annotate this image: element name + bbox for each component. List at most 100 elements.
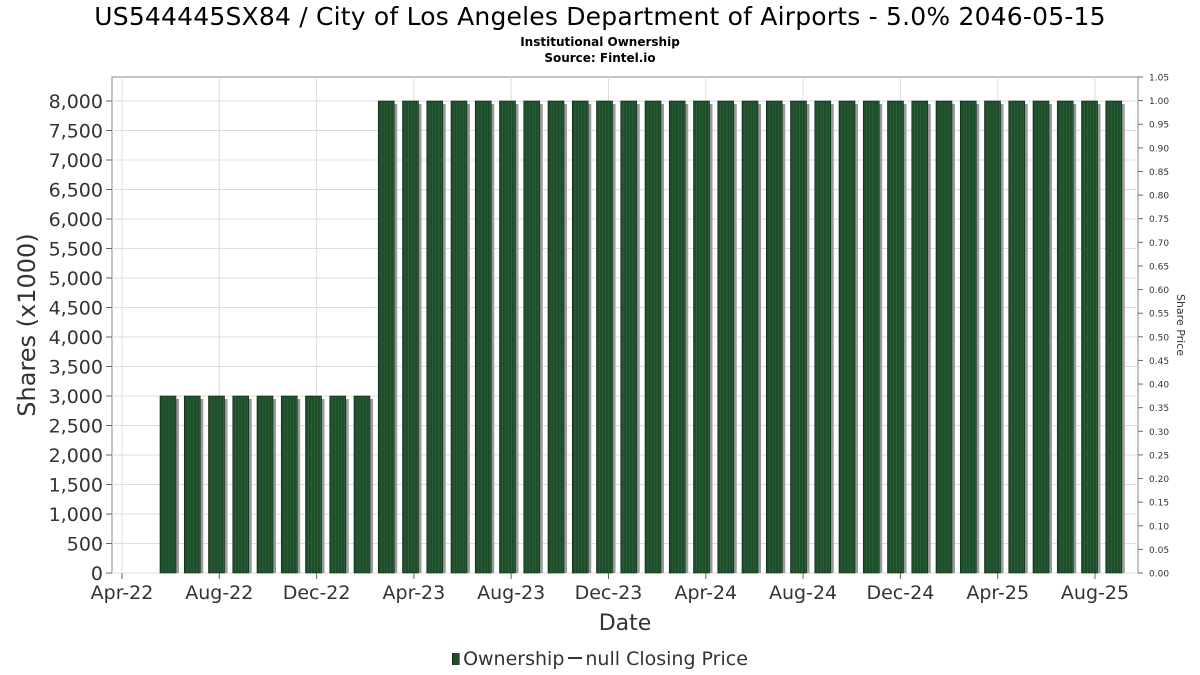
- y-tick-label: 8,000: [49, 91, 103, 113]
- y-tick-label: 1,000: [49, 504, 103, 526]
- y-tick-label: 0: [91, 563, 103, 585]
- y2-tick-label: 0.30: [1149, 428, 1169, 438]
- y-tick-label: 2,000: [49, 445, 103, 467]
- y2-tick-label: 0.35: [1149, 404, 1169, 414]
- ownership-bar: [159, 395, 177, 574]
- ownership-bar: [499, 100, 516, 574]
- ownership-bar: [959, 100, 977, 574]
- y2-tick-label: 0.20: [1149, 475, 1169, 485]
- y2-tick-label: 0.15: [1149, 499, 1169, 509]
- ownership-bar: [814, 100, 832, 574]
- y-axis-label: Shares (x1000): [13, 233, 41, 416]
- ownership-bar: [1105, 100, 1123, 574]
- y2-tick-label: 1.00: [1149, 97, 1169, 107]
- y2-tick-label: 1.05: [1149, 74, 1169, 84]
- ownership-bar: [305, 395, 322, 574]
- ownership-bar: [377, 100, 395, 574]
- y2-tick-label: 0.10: [1149, 522, 1169, 532]
- y-tick-label: 6,000: [49, 209, 103, 231]
- ownership-bar: [183, 395, 201, 574]
- y2-axis-label: Share Price: [1174, 294, 1187, 356]
- y2-tick-label: 0.60: [1149, 286, 1169, 296]
- x-tick-label: Apr-23: [383, 582, 446, 604]
- ownership-bar: [644, 100, 662, 574]
- y2-tick-label: 0.45: [1149, 357, 1169, 367]
- x-tick-label: Aug-22: [185, 582, 253, 604]
- ownership-bar: [426, 100, 444, 574]
- x-tick-label: Apr-24: [674, 582, 737, 604]
- y-tick-label: 5,500: [49, 239, 103, 261]
- ownership-bar: [693, 100, 710, 574]
- y2-tick-label: 0.55: [1149, 310, 1169, 320]
- ownership-bar: [741, 100, 759, 574]
- x-tick-label: Apr-22: [91, 582, 154, 604]
- ownership-bar: [571, 100, 589, 574]
- ownership-bar: [450, 100, 468, 574]
- y-tick-label: 5,000: [49, 268, 103, 290]
- legend-label-closing-price: null Closing Price: [585, 648, 748, 670]
- ownership-bar: [620, 100, 638, 574]
- y2-tick-label: 0.00: [1149, 570, 1169, 580]
- y-tick-label: 3,000: [49, 386, 103, 408]
- y-tick-label: 500: [67, 534, 103, 556]
- y2-tick-label: 0.40: [1149, 381, 1169, 391]
- ownership-bar: [1008, 100, 1026, 574]
- y-tick-label: 2,500: [49, 416, 103, 438]
- ownership-bar: [935, 100, 953, 574]
- chart-subtitle: Institutional Ownership: [520, 35, 680, 49]
- ownership-bar: [208, 395, 225, 574]
- x-tick-label: Aug-23: [477, 582, 545, 604]
- ownership-bar: [474, 100, 492, 574]
- y2-tick-label: 0.85: [1149, 168, 1169, 178]
- ownership-bar: [280, 395, 298, 574]
- x-tick-label: Apr-25: [966, 582, 1029, 604]
- y2-tick-label: 0.50: [1149, 333, 1169, 343]
- y2-tick-label: 0.25: [1149, 451, 1169, 461]
- ownership-bar: [547, 100, 565, 574]
- y-tick-label: 6,500: [49, 180, 103, 202]
- ownership-bar: [717, 100, 735, 574]
- ownership-bar: [1032, 100, 1050, 574]
- closing-price-legend-line: [568, 657, 583, 659]
- y-tick-label: 7,000: [49, 150, 103, 172]
- y-tick-label: 4,500: [49, 298, 103, 320]
- y-tick-label: 3,500: [49, 357, 103, 379]
- ownership-bar: [232, 395, 250, 574]
- chart-title: US544445SX84 / City of Los Angeles Depar…: [94, 2, 1106, 31]
- ownership-bar: [329, 395, 347, 574]
- x-tick-label: Dec-22: [283, 582, 351, 604]
- x-tick-label: Dec-24: [866, 582, 934, 604]
- y-tick-label: 1,500: [49, 475, 103, 497]
- x-axis-label: Date: [599, 611, 652, 636]
- ownership-bar: [765, 100, 783, 574]
- ownership-bar: [911, 100, 929, 574]
- y-tick-label: 4,000: [49, 327, 103, 349]
- y2-tick-label: 0.75: [1149, 215, 1169, 225]
- y2-tick-label: 0.05: [1149, 546, 1169, 556]
- legend-label-ownership: Ownership: [463, 648, 565, 670]
- y-tick-label: 7,500: [49, 121, 103, 143]
- x-tick-label: Aug-25: [1061, 582, 1129, 604]
- ownership-bar: [523, 100, 541, 574]
- y2-tick-label: 0.90: [1149, 144, 1169, 154]
- y2-tick-label: 0.95: [1149, 121, 1169, 131]
- ownership-bar: [862, 100, 880, 574]
- ownership-bar: [887, 100, 904, 574]
- ownership-bar: [1081, 100, 1098, 574]
- ownership-bar: [596, 100, 613, 574]
- x-tick-label: Aug-24: [769, 582, 837, 604]
- chart-source: Source: Fintel.io: [544, 51, 656, 65]
- ownership-bar: [984, 100, 1001, 574]
- y2-tick-label: 0.70: [1149, 239, 1169, 249]
- ownership-legend-swatch: [452, 653, 461, 665]
- ownership-bar: [790, 100, 807, 574]
- y2-tick-label: 0.65: [1149, 262, 1169, 272]
- chart-legend[interactable]: Ownership null Closing Price: [0, 648, 1200, 670]
- ownership-bar: [838, 100, 856, 574]
- x-tick-label: Dec-23: [575, 582, 643, 604]
- ownership-bar: [1056, 100, 1074, 574]
- ownership-bar: [402, 100, 419, 574]
- ownership-bar: [353, 395, 371, 574]
- ownership-bar: [256, 395, 274, 574]
